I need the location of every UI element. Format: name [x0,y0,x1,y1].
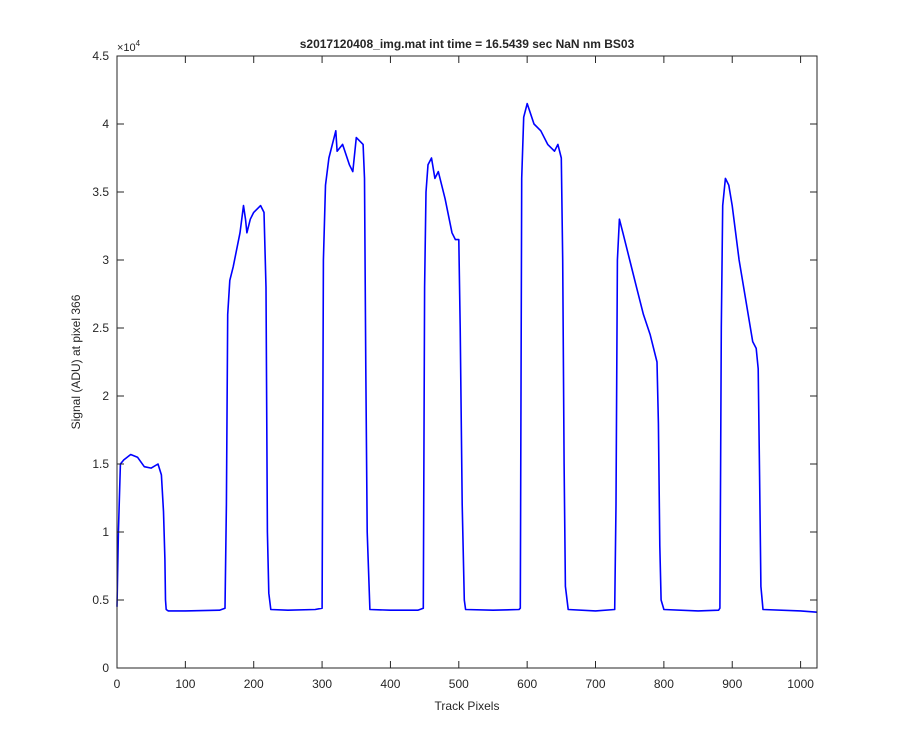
y-tick-label: 2 [102,389,109,403]
y-tick-label: 3.5 [92,185,109,199]
y-tick-label: 4 [102,117,109,131]
x-tick-label: 0 [114,677,121,691]
y-exponent-power: 4 [136,39,141,48]
plot-frame [116,55,818,669]
x-tick-label: 500 [449,677,469,691]
series-layer [116,102,818,613]
chart-title: s2017120408_img.mat int time = 16.5439 s… [300,37,635,51]
y-tick-label: 4.5 [92,49,109,63]
plot-area [117,56,817,668]
y-tick-label: 1 [102,525,109,539]
x-axis-label: Track Pixels [435,699,500,713]
y-tick-label: 0 [102,661,109,675]
x-axis-ticks: 0 100 200 300 400 500 600 700 800 900 1000 [114,56,814,691]
y-tick-label: 0.5 [92,593,109,607]
x-tick-label: 300 [312,677,332,691]
y-tick-label: 3 [102,253,109,267]
x-tick-label: 400 [380,677,400,691]
y-axis-ticks: 0 0.5 1 1.5 2 2.5 3 3.5 4 4.5 [92,49,817,675]
y-tick-label: 2.5 [92,321,109,335]
y-exponent-label: ×104 [117,39,141,54]
x-tick-label: 600 [517,677,537,691]
y-exponent-base: ×10 [117,42,136,54]
x-tick-label: 1000 [787,677,814,691]
x-tick-label: 100 [175,677,195,691]
y-tick-label: 1.5 [92,457,109,471]
x-tick-label: 800 [654,677,674,691]
x-tick-label: 700 [586,677,606,691]
series-line-0 [116,102,818,613]
y-axis-label: Signal (ADU) at pixel 366 [69,294,83,429]
x-tick-label: 200 [244,677,264,691]
x-tick-label: 900 [722,677,742,691]
